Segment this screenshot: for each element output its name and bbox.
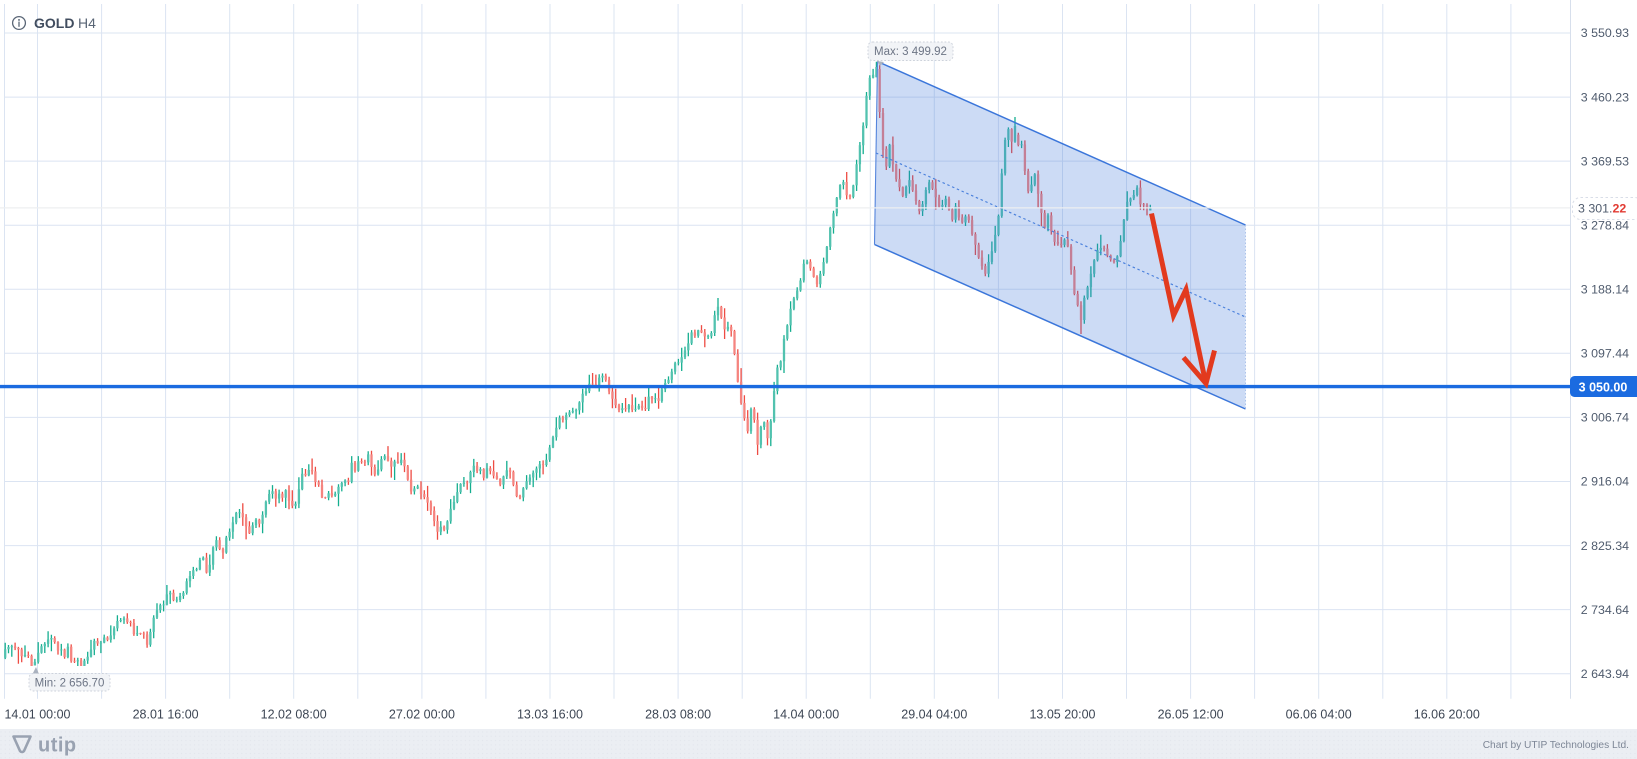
svg-text:12.02 08:00: 12.02 08:00	[261, 708, 327, 722]
svg-text:14.01 00:00: 14.01 00:00	[4, 708, 70, 722]
svg-text:26.05 12:00: 26.05 12:00	[1158, 708, 1224, 722]
svg-text:3 550.93: 3 550.93	[1581, 26, 1629, 40]
svg-text:3 097.44: 3 097.44	[1581, 347, 1629, 361]
svg-text:3 050.00: 3 050.00	[1579, 380, 1628, 394]
svg-text:H4: H4	[78, 15, 96, 31]
svg-text:2 825.34: 2 825.34	[1581, 539, 1629, 553]
svg-text:2 734.64: 2 734.64	[1581, 603, 1629, 617]
svg-text:3 301.22: 3 301.22	[1578, 201, 1626, 215]
svg-text:13.05 20:00: 13.05 20:00	[1029, 708, 1095, 722]
svg-text:29.04 04:00: 29.04 04:00	[901, 708, 967, 722]
svg-text:06.06 04:00: 06.06 04:00	[1286, 708, 1352, 722]
svg-text:GOLD: GOLD	[34, 15, 74, 31]
svg-text:Max: 3 499.92: Max: 3 499.92	[874, 46, 947, 58]
svg-text:13.03 16:00: 13.03 16:00	[517, 708, 583, 722]
svg-text:Min: 2 656.70: Min: 2 656.70	[35, 677, 105, 689]
svg-text:27.02 00:00: 27.02 00:00	[389, 708, 455, 722]
svg-text:Chart by UTIP Technologies Ltd: Chart by UTIP Technologies Ltd.	[1483, 740, 1629, 751]
svg-text:2 643.94: 2 643.94	[1581, 667, 1629, 681]
svg-text:3 369.53: 3 369.53	[1581, 154, 1629, 168]
svg-text:3 006.74: 3 006.74	[1581, 411, 1629, 425]
svg-text:14.04 00:00: 14.04 00:00	[773, 708, 839, 722]
svg-text:28.03 08:00: 28.03 08:00	[645, 708, 711, 722]
svg-text:3 460.23: 3 460.23	[1581, 90, 1629, 104]
svg-text:2 916.04: 2 916.04	[1581, 475, 1629, 489]
svg-text:28.01 16:00: 28.01 16:00	[133, 708, 199, 722]
svg-text:3 188.14: 3 188.14	[1581, 283, 1629, 297]
svg-text:3 278.84: 3 278.84	[1581, 218, 1629, 232]
svg-text:utip: utip	[38, 735, 77, 757]
svg-text:16.06 20:00: 16.06 20:00	[1414, 708, 1480, 722]
